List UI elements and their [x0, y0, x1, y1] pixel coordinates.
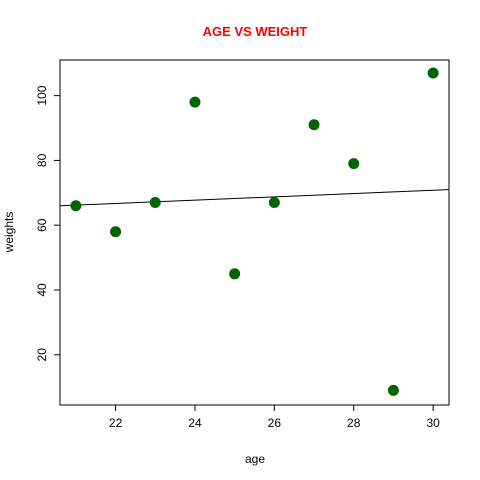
y-tick-label-100: 100 — [35, 85, 49, 105]
regression-line — [60, 190, 449, 206]
y-axis-label: weights — [2, 212, 16, 254]
data-point-8 — [349, 159, 359, 169]
y-axis: 20 40 60 80 100 — [35, 85, 60, 361]
data-point-2 — [111, 227, 121, 237]
data-point-6 — [269, 198, 279, 208]
y-tick-label-40: 40 — [35, 283, 49, 297]
chart-title: AGE VS WEIGHT — [203, 24, 308, 39]
data-point-10 — [428, 68, 438, 78]
x-tick-label-28: 28 — [347, 416, 361, 430]
y-tick-label-80: 80 — [35, 153, 49, 167]
x-axis-label: age — [245, 452, 265, 466]
data-point-5 — [230, 269, 240, 279]
data-point-9 — [388, 385, 398, 395]
x-axis: 22 24 26 28 30 — [109, 405, 440, 430]
data-point-1 — [71, 201, 81, 211]
data-point-3 — [150, 198, 160, 208]
data-point-7 — [309, 120, 319, 130]
data-points — [71, 68, 438, 395]
x-tick-label-22: 22 — [109, 416, 123, 430]
x-tick-label-30: 30 — [426, 416, 440, 430]
x-tick-label-26: 26 — [268, 416, 282, 430]
y-tick-label-60: 60 — [35, 218, 49, 232]
y-tick-label-20: 20 — [35, 348, 49, 362]
x-tick-label-24: 24 — [188, 416, 202, 430]
data-point-4 — [190, 97, 200, 107]
